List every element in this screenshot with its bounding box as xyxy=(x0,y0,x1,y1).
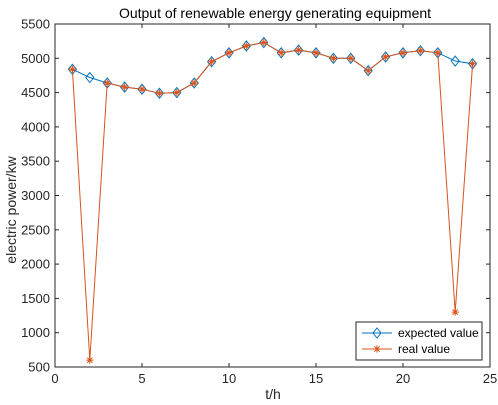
series-layer xyxy=(67,36,478,364)
y-tick-label: 4000 xyxy=(21,119,50,134)
y-tick-label: 2500 xyxy=(21,222,50,237)
data-point-asterisk xyxy=(382,53,390,61)
data-point-asterisk xyxy=(103,79,111,87)
data-point-diamond xyxy=(328,52,339,65)
data-point-diamond xyxy=(224,47,234,59)
data-point-diamond xyxy=(189,77,199,89)
data-point-asterisk xyxy=(225,49,233,57)
data-point-asterisk xyxy=(364,67,372,75)
data-point-diamond xyxy=(119,81,130,93)
data-point-asterisk xyxy=(86,356,94,364)
y-tick-label: 3000 xyxy=(21,188,50,203)
y-tick-label: 1500 xyxy=(21,291,50,306)
data-point-diamond xyxy=(450,55,460,67)
y-tick-label: 4500 xyxy=(21,85,50,100)
data-point-asterisk xyxy=(329,54,337,62)
plot-area xyxy=(55,24,490,367)
legend-marker-diamond xyxy=(372,327,382,339)
y-tick-label: 1000 xyxy=(21,325,50,340)
data-point-asterisk xyxy=(469,60,477,68)
y-tick-label: 5500 xyxy=(21,17,50,32)
ticks-layer: 0 5 10 15 20 25 500 1000 1500 2000 2500 3000 3500 400… xyxy=(21,17,497,387)
data-point-diamond xyxy=(415,44,426,57)
y-tick-label: 5000 xyxy=(21,51,50,66)
data-point-asterisk xyxy=(121,83,129,91)
data-point-diamond xyxy=(311,47,321,59)
data-point-diamond xyxy=(259,36,269,49)
x-tick-label: 10 xyxy=(222,371,236,386)
data-point-asterisk xyxy=(138,85,146,93)
data-point-diamond xyxy=(137,83,147,95)
y-tick-label: 500 xyxy=(28,360,50,375)
data-point-asterisk xyxy=(451,308,459,316)
data-point-asterisk xyxy=(416,47,424,55)
data-point-diamond xyxy=(241,40,252,52)
legend: expected value real value xyxy=(355,321,483,361)
data-point-asterisk xyxy=(190,79,198,87)
data-point-asterisk xyxy=(68,65,76,73)
data-point-asterisk xyxy=(434,49,442,57)
data-point-asterisk xyxy=(312,49,320,57)
x-axis-title: t/h xyxy=(265,386,281,402)
x-tick-label: 5 xyxy=(138,371,145,386)
data-point-asterisk xyxy=(242,42,250,50)
x-tick-label: 15 xyxy=(309,371,323,386)
data-point-asterisk xyxy=(347,54,355,62)
data-point-diamond xyxy=(398,47,408,59)
legend-marker-asterisk xyxy=(373,345,381,353)
data-point-diamond xyxy=(154,87,165,100)
data-point-diamond xyxy=(85,71,95,84)
data-point-asterisk xyxy=(295,46,303,54)
y-tick-label: 3500 xyxy=(21,154,50,169)
chart-title: Output of renewable energy generating eq… xyxy=(119,5,431,21)
data-point-diamond xyxy=(346,52,356,65)
data-point-asterisk xyxy=(399,49,407,57)
data-point-asterisk xyxy=(173,89,181,97)
data-point-asterisk xyxy=(155,89,163,97)
data-point-asterisk xyxy=(260,38,268,47)
y-tick-label: 2000 xyxy=(21,257,50,272)
data-point-diamond xyxy=(293,44,304,56)
data-point-diamond xyxy=(380,51,391,63)
data-point-asterisk xyxy=(208,58,216,66)
legend-label: expected value xyxy=(398,326,479,340)
x-tick-label: 20 xyxy=(396,371,410,386)
x-tick-label: 0 xyxy=(51,371,58,386)
data-point-asterisk xyxy=(277,49,285,57)
legend-label: real value xyxy=(398,342,450,356)
x-tick-label: 25 xyxy=(483,371,497,386)
series-real-value xyxy=(68,38,477,364)
y-axis-title: electric power/kw xyxy=(3,155,19,263)
